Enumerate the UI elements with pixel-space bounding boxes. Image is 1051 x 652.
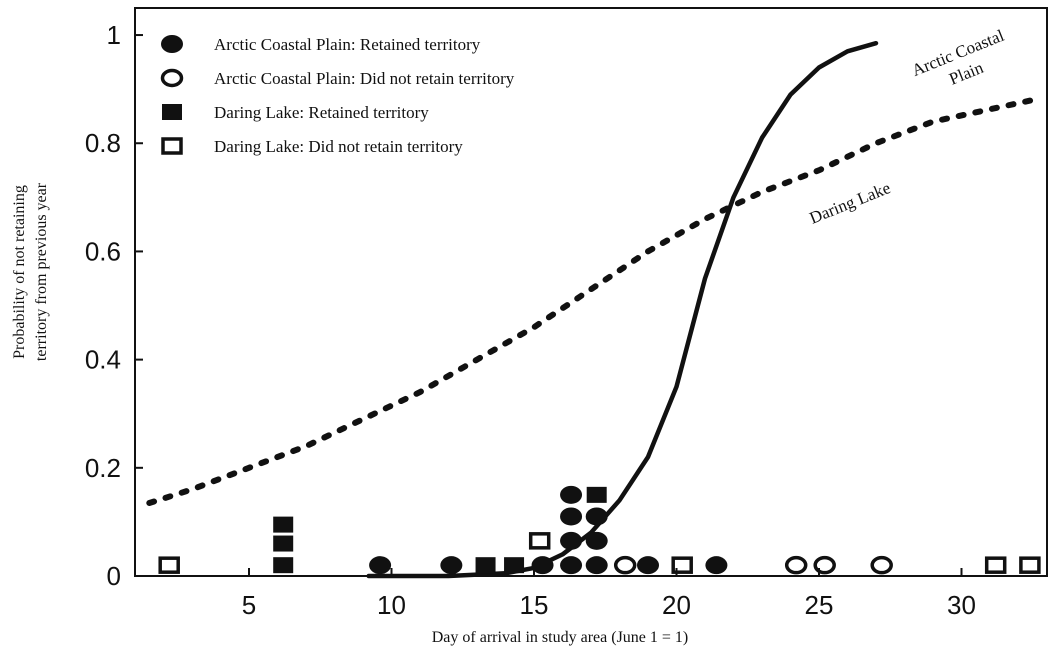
- x-tick-label-5: 5: [242, 590, 256, 620]
- point-arctic-coastal-plain-retained-territory-11: [705, 556, 728, 575]
- legend-marker-daring-lake-retained-territory: [162, 104, 182, 120]
- point-arctic-coastal-plain-retained-territory-2: [531, 556, 554, 575]
- curve-arctic-coastal-plain: [366, 40, 879, 579]
- point-arctic-coastal-plain-retained-territory-5: [560, 507, 583, 526]
- legend-marker-arctic-coastal-plain-did-not-retain-territory: [160, 68, 184, 88]
- point-daring-lake-did-not-retain-territory-0: [158, 556, 180, 574]
- point-daring-lake-did-not-retain-territory-3: [984, 556, 1007, 574]
- point-arctic-coastal-plain-did-not-retain-territory-0: [613, 555, 637, 575]
- y-axis-ticks: 0 0.2 0.4 0.6 0.8 1: [85, 20, 143, 591]
- x-tick-label-15: 15: [520, 590, 549, 620]
- plot-frame: [134, 7, 1048, 577]
- point-daring-lake-did-not-retain-territory-2: [671, 556, 693, 574]
- point-arctic-coastal-plain-retained-territory-8: [585, 531, 608, 550]
- legend-marker-daring-lake-did-not-retain-territory: [161, 137, 183, 155]
- x-tick-label-25: 25: [805, 590, 834, 620]
- curves: [146, 40, 1036, 579]
- x-axis-ticks: 5 10 15 20 25 30: [242, 568, 976, 620]
- point-arctic-coastal-plain-retained-territory-1: [440, 556, 463, 575]
- y-tick-label-2: 0.4: [85, 345, 121, 375]
- point-arctic-coastal-plain-retained-territory-9: [585, 507, 608, 526]
- x-tick-label-20: 20: [662, 590, 691, 620]
- point-arctic-coastal-plain-retained-territory-3: [560, 556, 583, 575]
- point-daring-lake-did-not-retain-territory-1: [528, 532, 551, 550]
- point-arctic-coastal-plain-retained-territory-6: [560, 485, 583, 504]
- y-tick-label-1: 0.2: [85, 453, 121, 483]
- y-axis-label-line-2: territory from previous year: [33, 182, 50, 361]
- data-points: [158, 485, 1041, 575]
- point-arctic-coastal-plain-retained-territory-7: [585, 556, 608, 575]
- point-daring-lake-did-not-retain-territory-4: [1019, 556, 1041, 574]
- y-tick-label-5: 1: [107, 20, 121, 50]
- x-axis-label: Day of arrival in study area (June 1 = 1…: [432, 629, 689, 646]
- y-tick-label-0: 0: [107, 561, 121, 591]
- curve-label-daring-text: Daring Lake: [807, 178, 893, 228]
- x-tick-label-10: 10: [377, 590, 406, 620]
- y-tick-label-3: 0.6: [85, 236, 121, 266]
- curve-label-arctic: Arctic Coastal Plain: [909, 26, 1007, 89]
- legend-label-arctic-coastal-plain-did-not-retain-territory: Arctic Coastal Plain: Did not retain ter…: [214, 69, 515, 88]
- legend-label-arctic-coastal-plain-retained-territory: Arctic Coastal Plain: Retained territory: [214, 35, 481, 54]
- curve-daring-lake: [146, 97, 1036, 506]
- point-arctic-coastal-plain-did-not-retain-territory-3: [870, 555, 893, 575]
- point-arctic-coastal-plain-retained-territory-10: [637, 556, 659, 575]
- x-tick-label-30: 30: [947, 590, 976, 620]
- legend: Arctic Coastal Plain: Retained territory…: [160, 35, 515, 156]
- point-daring-lake-retained-territory-2: [273, 516, 294, 533]
- point-daring-lake-retained-territory-0: [273, 557, 294, 574]
- point-daring-lake-retained-territory-5: [586, 486, 607, 503]
- legend-label-daring-lake-did-not-retain-territory: Daring Lake: Did not retain territory: [214, 137, 463, 156]
- point-arctic-coastal-plain-retained-territory-0: [369, 556, 392, 575]
- point-daring-lake-retained-territory-3: [475, 557, 496, 574]
- curve-label-daring: Daring Lake: [807, 178, 893, 228]
- y-axis-label-line-1: Probability of not retaining: [11, 185, 28, 359]
- y-axis-label: Probability of not retaining territory f…: [11, 182, 50, 361]
- point-daring-lake-retained-territory-1: [273, 535, 294, 552]
- y-tick-label-4: 0.8: [85, 128, 121, 158]
- point-arctic-coastal-plain-retained-territory-4: [560, 531, 583, 550]
- legend-marker-arctic-coastal-plain-retained-territory: [161, 35, 183, 53]
- legend-label-daring-lake-retained-territory: Daring Lake: Retained territory: [214, 103, 429, 122]
- point-arctic-coastal-plain-did-not-retain-territory-1: [784, 555, 808, 575]
- point-daring-lake-retained-territory-4: [504, 557, 525, 574]
